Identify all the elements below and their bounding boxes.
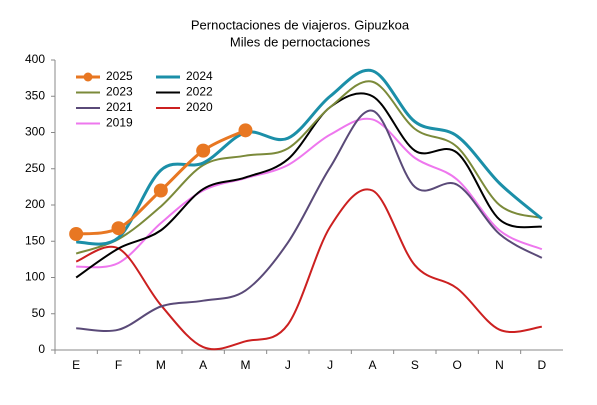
y-tick-label: 350 <box>25 88 45 102</box>
x-tick-label: E <box>72 358 80 372</box>
x-tick-label: S <box>411 358 419 372</box>
y-tick-label: 250 <box>25 161 45 175</box>
y-tick-label: 300 <box>25 125 45 139</box>
series-line <box>76 109 543 333</box>
x-tick-label: J <box>285 358 291 372</box>
point <box>111 221 126 236</box>
legend-label: 2025 <box>106 69 133 83</box>
x-tick-label: J <box>327 358 333 372</box>
legend-label: 2020 <box>186 100 213 114</box>
series-line <box>75 92 543 279</box>
x-tick-label: A <box>368 358 376 372</box>
legend-label: 2019 <box>106 116 133 130</box>
legend-marker <box>83 72 93 82</box>
x-tick-label: M <box>156 358 166 372</box>
chart-title: Pernoctaciones de viajeros. Gipuzkoa <box>191 17 410 32</box>
legend-label: 2023 <box>106 85 133 99</box>
x-tick-label: O <box>452 358 461 372</box>
y-tick-label: 100 <box>25 270 45 284</box>
x-tick-label: M <box>241 358 251 372</box>
legend-label: 2021 <box>106 100 133 114</box>
x-tick-label: D <box>537 358 546 372</box>
legend-label: 2022 <box>186 85 213 99</box>
point <box>196 143 211 158</box>
series-line <box>76 68 543 246</box>
y-tick-label: 400 <box>25 52 45 66</box>
point <box>153 183 168 198</box>
series-line <box>76 117 543 269</box>
x-tick-label: N <box>495 358 504 372</box>
x-tick-label: F <box>115 358 122 372</box>
point <box>238 123 253 138</box>
y-tick-label: 150 <box>25 233 45 247</box>
y-tick-label: 50 <box>32 306 46 320</box>
legend-label: 2024 <box>186 69 213 83</box>
series-line <box>75 80 543 255</box>
chart-subtitle: Miles de pernoctaciones <box>230 34 371 49</box>
y-tick-label: 0 <box>38 342 45 356</box>
series-line <box>75 188 542 351</box>
y-tick-label: 200 <box>25 197 45 211</box>
point <box>69 227 84 241</box>
x-tick-label: A <box>199 358 207 372</box>
